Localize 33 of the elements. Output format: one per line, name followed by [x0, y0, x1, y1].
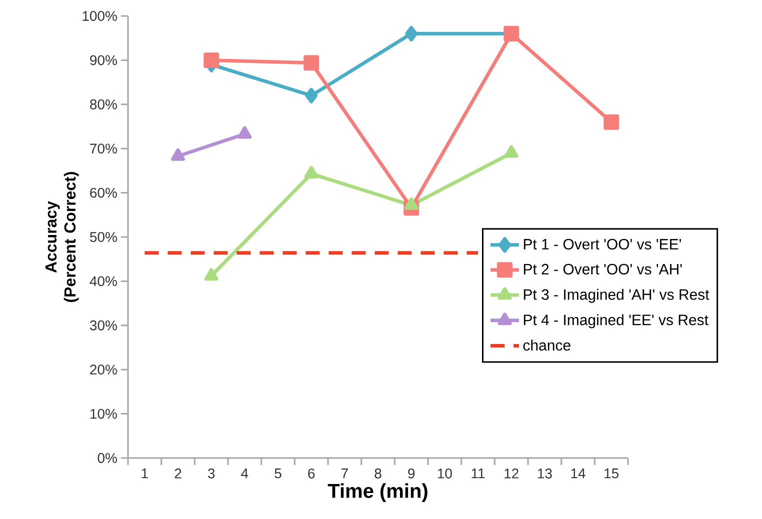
y-tick-label: 0%	[98, 453, 117, 463]
legend-label: Pt 3 - Imagined 'AH' vs Rest	[524, 288, 710, 303]
y-tick-label: 60%	[90, 188, 117, 198]
x-tick-label: 15	[604, 468, 619, 478]
y-tick-label: 30%	[90, 320, 117, 330]
y-axis-title: Accuracy (Percent Correct)	[45, 172, 79, 302]
y-tick-label: 90%	[90, 55, 117, 66]
legend-label: Pt 1 - Overt 'OO' vs 'EE'	[524, 238, 681, 250]
y-tick-label: 100%	[82, 11, 117, 21]
x-tick-label: 2	[174, 468, 182, 478]
x-tick-label: 5	[274, 468, 282, 478]
x-axis-title: Time (min)	[328, 483, 428, 502]
x-tick-label: 1	[142, 468, 148, 478]
legend-label: Pt 4 - Imagined 'EE' vs Rest	[524, 314, 708, 328]
y-tick-label: 70%	[90, 144, 117, 154]
legend-label: Pt 2 - Overt 'OO' vs 'AH'	[524, 264, 682, 274]
x-tick-label: 9	[408, 468, 415, 478]
x-tick-label: 8	[374, 468, 382, 478]
x-tick-label: 3	[208, 468, 215, 478]
x-tick-label: 6	[308, 468, 315, 478]
x-tick-label: 14	[571, 468, 586, 478]
legend-label: chance	[523, 340, 570, 351]
y-tick-label: 40%	[90, 276, 117, 286]
x-tick-label: 4	[241, 468, 248, 478]
x-tick-label: 11	[472, 468, 485, 478]
x-tick-label: 13	[538, 468, 552, 478]
y-tick-label: 80%	[90, 99, 117, 110]
y-tick-label: 10%	[90, 408, 117, 419]
x-tick-label: 7	[342, 468, 348, 478]
x-tick-label: 12	[504, 468, 518, 478]
y-tick-label: 50%	[90, 232, 117, 242]
x-tick-label: 10	[438, 468, 452, 478]
y-tick-label: 20%	[90, 364, 117, 375]
